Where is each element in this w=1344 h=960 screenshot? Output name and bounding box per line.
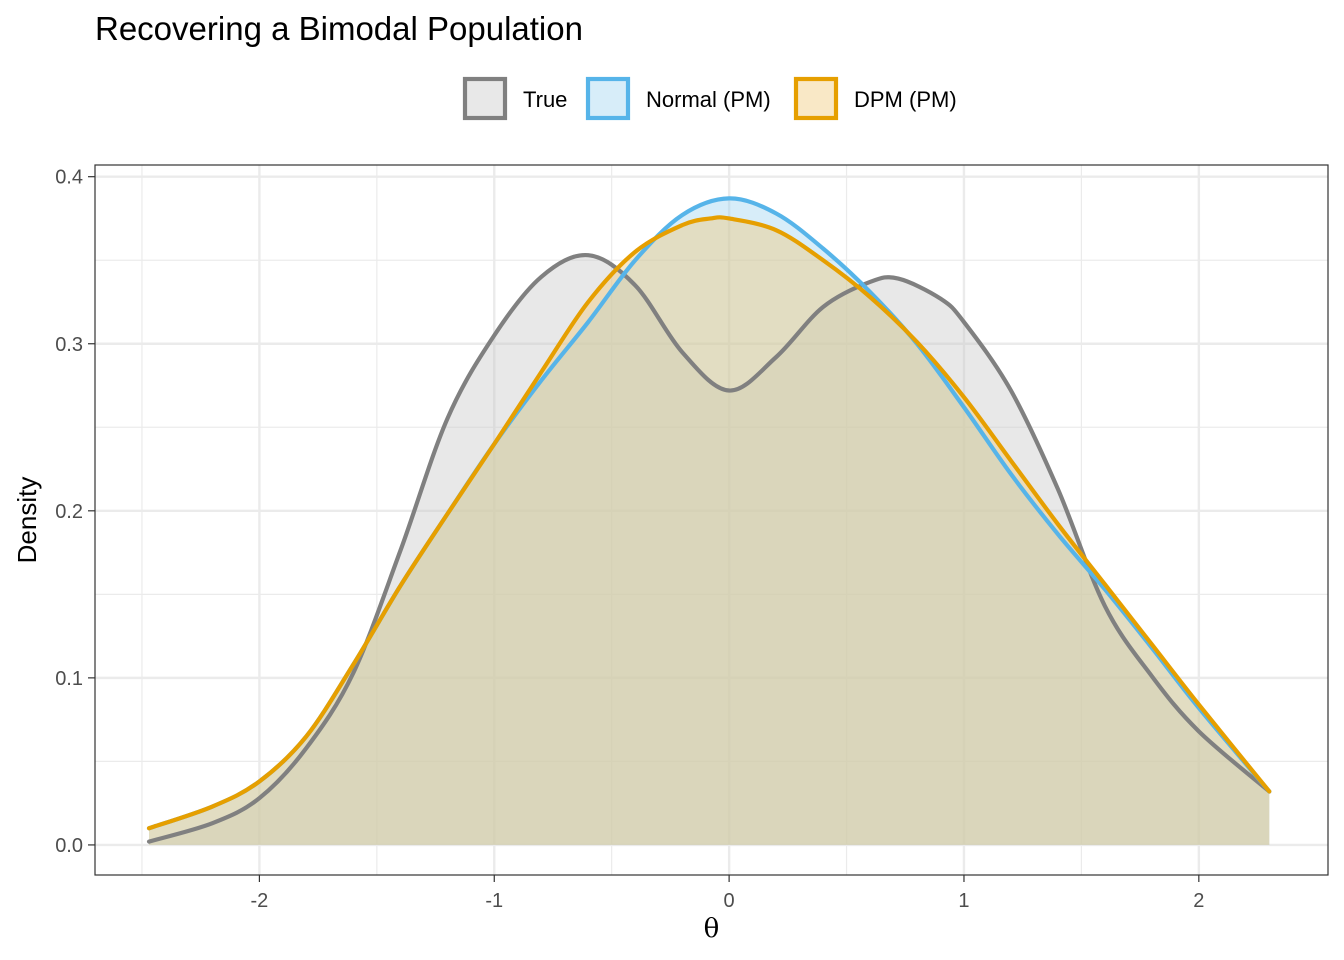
legend: True Normal (PM) DPM (PM)	[462, 76, 957, 121]
line-dpm-pm	[146, 215, 1272, 831]
legend-item-dpm-pm: DPM (PM)	[793, 76, 957, 121]
y-tick-label: 0.3	[55, 334, 83, 356]
x-axis-title: θ	[704, 914, 720, 944]
density-lines	[146, 196, 1272, 844]
legend-key-true	[462, 76, 508, 121]
x-tick-label: 0	[724, 890, 735, 912]
x-tick-label: 2	[1193, 890, 1204, 912]
area-true	[149, 255, 1270, 845]
line-true	[146, 253, 1272, 844]
legend-label-dpm-pm: DPM (PM)	[854, 87, 957, 112]
legend-item-true: True	[462, 76, 567, 121]
legend-key-dpm-pm	[793, 76, 839, 121]
y-tick-label: 0.1	[55, 668, 83, 690]
legend-label-normal-pm: Normal (PM)	[646, 87, 771, 112]
axes: -2 -1 0 1 2 0.0 0.1 0.2 0.3 0.4	[55, 167, 1204, 912]
x-tick-label: -1	[485, 890, 503, 912]
legend-key-normal-pm	[585, 76, 631, 121]
y-tick-label: 0.0	[55, 835, 83, 857]
y-tick-label: 0.4	[55, 167, 83, 189]
area-normal-pm	[149, 198, 1270, 845]
density-areas	[149, 198, 1270, 845]
legend-label-true: True	[523, 87, 567, 112]
legend-item-normal-pm: Normal (PM)	[585, 76, 771, 121]
y-axis-title: Density	[12, 477, 42, 564]
panel-border	[94, 164, 1329, 876]
x-tick-label: 1	[958, 890, 969, 912]
x-tick-label: -2	[251, 890, 269, 912]
chart-title: Recovering a Bimodal Population	[95, 10, 583, 47]
y-tick-label: 0.2	[55, 501, 83, 523]
area-dpm-pm	[149, 217, 1270, 845]
